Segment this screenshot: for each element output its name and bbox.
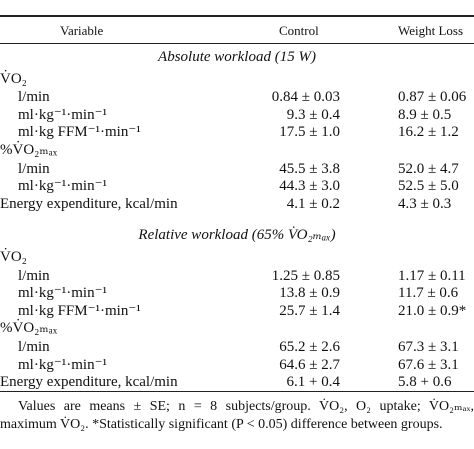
section-title: Absolute workload (15 W) xyxy=(158,49,316,65)
weight-loss-value: 52.5 ± 5.0 xyxy=(398,178,459,195)
weight-loss-value: 8.9 ± 0.5 xyxy=(398,106,452,123)
weight-loss-value: 11.7 ± 0.6 xyxy=(398,285,459,302)
weight-loss-value: 52.0 ± 4.7 xyxy=(398,160,459,177)
control-value: 44.3 ± 3.0 xyxy=(279,178,340,195)
weight-loss-value: 4.3 ± 0.3 xyxy=(398,195,452,212)
control-value: 0.84 ± 0.03 xyxy=(271,89,340,106)
header-control: Control xyxy=(279,23,319,38)
weight-loss-value: 21.0 ± 0.9* xyxy=(398,302,467,319)
weight-loss-value: 0.87 ± 0.06 xyxy=(398,89,467,106)
control-value: 4.1 ± 0.2 xyxy=(286,195,340,212)
control-value: 13.8 ± 0.9 xyxy=(279,285,340,302)
row-label: Energy expenditure, kcal/min xyxy=(0,374,178,391)
row-label: ml·kg⁻¹·min⁻¹ xyxy=(18,356,107,373)
row-label: ml·kg FFM⁻¹·min⁻¹ xyxy=(18,302,141,319)
control-value: 25.7 ± 1.4 xyxy=(279,302,340,319)
row-label: l/min xyxy=(18,339,50,355)
weight-loss-value: 5.8 + 0.6 xyxy=(398,374,452,391)
weight-loss-value: 16.2 ± 1.2 xyxy=(398,124,459,141)
row-label: ml·kg⁻¹·min⁻¹ xyxy=(18,106,107,123)
row-label: l/min xyxy=(18,160,50,177)
weight-loss-value: 67.6 ± 3.1 xyxy=(398,356,459,373)
header-rule xyxy=(0,43,474,44)
row-label: l/min xyxy=(18,89,50,106)
row-label: ml·kg⁻¹·min⁻¹ xyxy=(18,285,107,302)
control-value: 6.1 + 0.4 xyxy=(286,374,340,391)
top-rule xyxy=(0,15,474,17)
group-label: V̇O₂ xyxy=(0,249,27,265)
control-value: 17.5 ± 1.0 xyxy=(279,124,340,141)
control-value: 65.2 ± 2.6 xyxy=(279,339,340,355)
section-title: Relative workload (65% V̇O₂ₘₐₓ) xyxy=(138,227,336,244)
row-label: ml·kg⁻¹·min⁻¹ xyxy=(18,178,107,195)
control-value: 45.5 ± 3.8 xyxy=(279,160,340,177)
control-value: 1.25 ± 0.85 xyxy=(271,267,340,284)
weight-loss-value: 1.17 ± 0.11 xyxy=(398,267,466,284)
group-label: V̇O₂ xyxy=(0,70,27,87)
bottom-rule xyxy=(0,391,474,392)
row-label: l/min xyxy=(18,267,50,284)
group-label: %V̇O₂ₘₐₓ xyxy=(0,320,58,337)
header-weight-loss: Weight Loss xyxy=(398,23,464,38)
control-value: 64.6 ± 2.7 xyxy=(279,356,340,373)
row-label: Energy expenditure, kcal/min xyxy=(0,195,178,212)
header-variable: Variable xyxy=(60,23,104,38)
group-label: %V̇O₂ₘₐₓ xyxy=(0,142,58,158)
footnote: Values are means ± SE; n = 8 subjects/gr… xyxy=(0,399,474,432)
row-label: ml·kg FFM⁻¹·min⁻¹ xyxy=(18,124,141,141)
control-value: 9.3 ± 0.4 xyxy=(286,106,340,123)
weight-loss-value: 67.3 ± 3.1 xyxy=(398,339,459,355)
